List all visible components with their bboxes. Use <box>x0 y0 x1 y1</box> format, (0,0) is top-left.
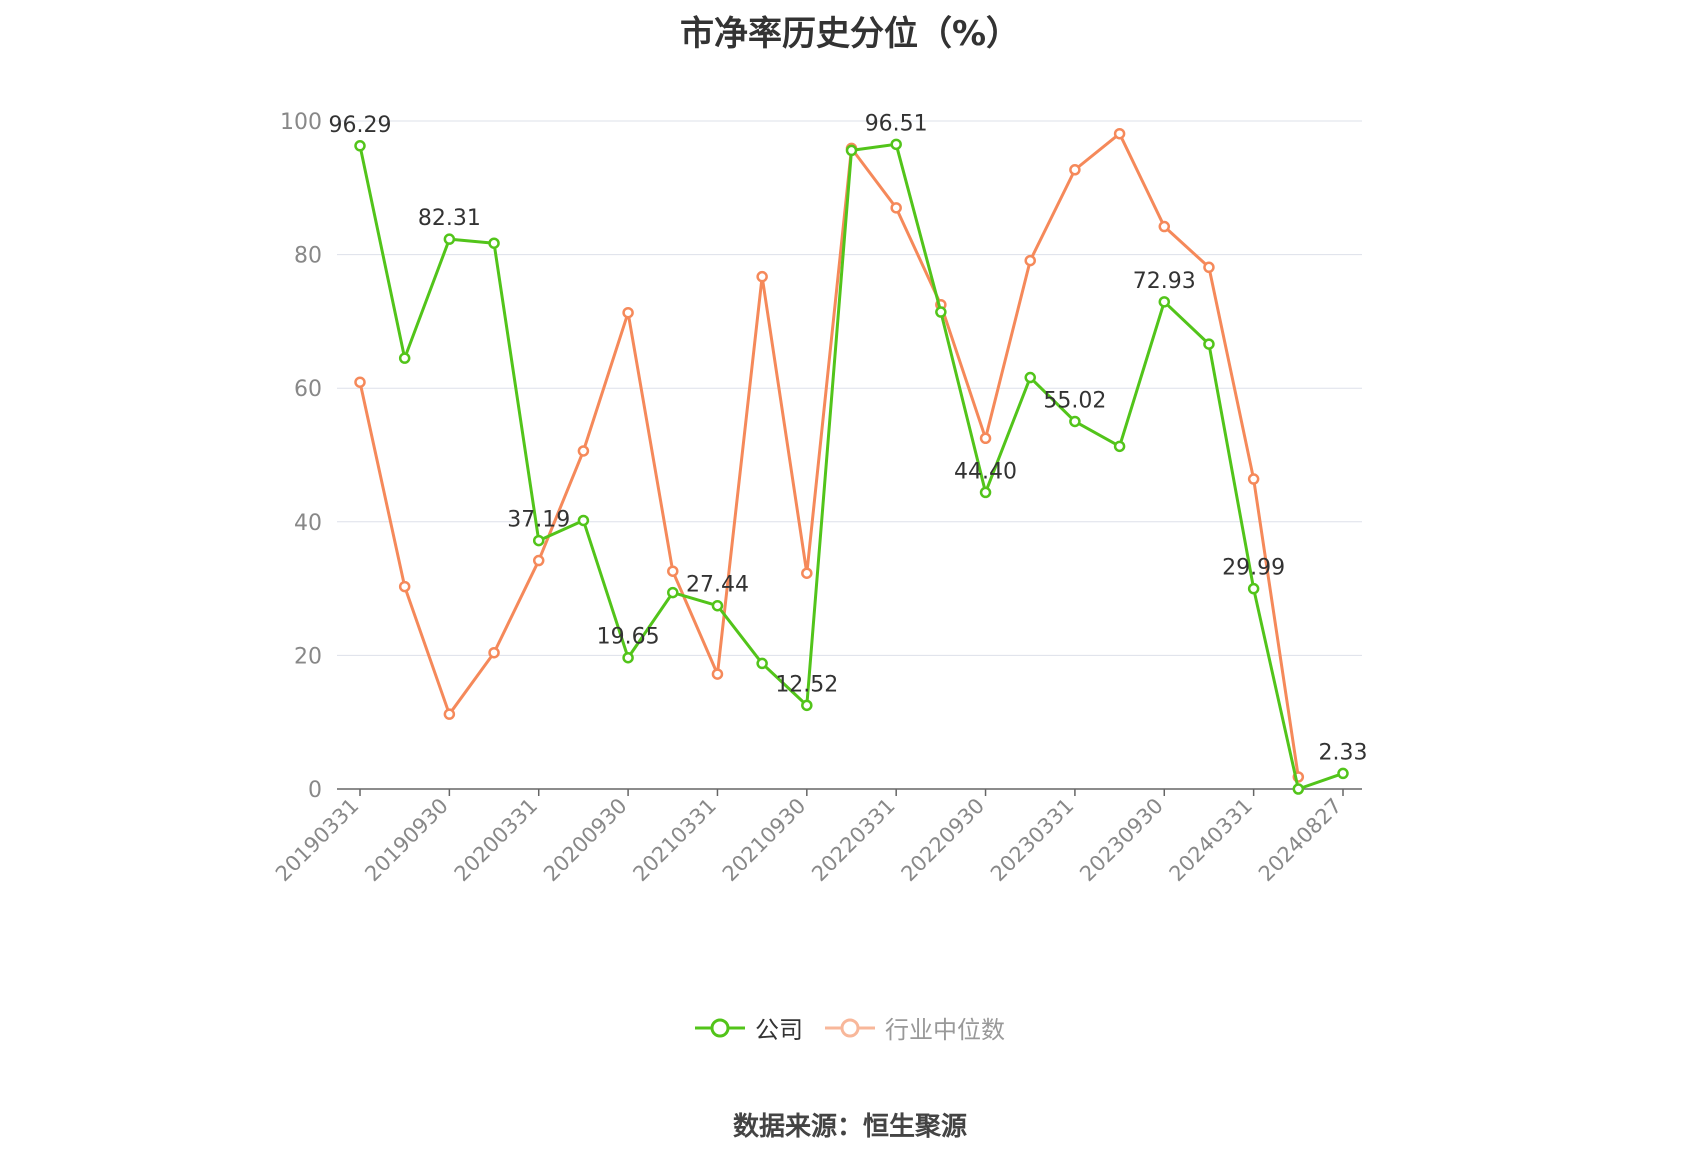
x-tick-label: 20240331 <box>1165 794 1258 887</box>
x-tick-label: 20200331 <box>450 794 543 887</box>
data-point-company <box>622 651 634 664</box>
x-tick-label: 20210930 <box>718 794 811 887</box>
data-point-industry <box>398 580 411 593</box>
y-tick-label: 40 <box>294 511 322 536</box>
data-point-company <box>1024 371 1036 384</box>
data-label: 27.44 <box>686 573 749 598</box>
data-point-company <box>443 233 456 245</box>
x-tick-label: 20220331 <box>807 794 900 887</box>
data-point-industry <box>756 270 768 283</box>
data-label-layer: 96.29 82.31 37.19 19.65 27.44 12.52 96.51 44.40… <box>329 111 1368 765</box>
data-label: 29.99 <box>1222 556 1285 581</box>
data-point-company <box>577 514 590 527</box>
data-point-company <box>890 138 902 151</box>
data-point-industry <box>1024 254 1036 267</box>
data-point-company <box>1069 415 1081 428</box>
data-point-industry <box>890 202 902 214</box>
legend: 公司 行业中位数 <box>0 1010 1700 1045</box>
data-point-company <box>1158 296 1171 308</box>
data-point-company <box>845 144 858 157</box>
series-line-company <box>358 142 1344 791</box>
x-tick-label: 20210331 <box>628 794 721 887</box>
data-label: 72.93 <box>1133 269 1196 294</box>
data-label: 2.33 <box>1319 740 1368 765</box>
y-tick-label: 80 <box>294 244 322 269</box>
data-point-company <box>488 237 500 249</box>
data-point-company <box>935 306 947 318</box>
data-point-company <box>756 657 768 670</box>
data-point-industry <box>622 306 634 319</box>
legend-company-marker-icon <box>695 1018 745 1037</box>
data-point-company <box>711 599 724 612</box>
legend-item-company[interactable]: 公司 <box>695 1010 803 1045</box>
data-point-industry <box>1158 220 1171 233</box>
data-label: 19.65 <box>597 625 660 650</box>
x-tick-label: 20200930 <box>539 794 632 887</box>
data-point-industry <box>1069 164 1081 176</box>
x-tick-label: 20190930 <box>360 794 453 887</box>
data-point-industry <box>1113 127 1126 140</box>
series-layer <box>354 127 1349 795</box>
data-point-company <box>532 534 545 547</box>
data-point-industry <box>667 565 679 577</box>
data-point-industry <box>979 432 992 445</box>
x-tick-label: 20230930 <box>1075 794 1168 887</box>
x-tick-label: 20230331 <box>986 794 1079 887</box>
data-label: 12.52 <box>775 672 838 697</box>
y-tick-label: 60 <box>294 377 322 402</box>
legend-industry-label: 行业中位数 <box>885 1016 1005 1044</box>
x-tick-label: 20190331 <box>271 794 364 887</box>
y-tick-label: 0 <box>308 778 322 803</box>
y-tick-label: 100 <box>280 110 322 135</box>
legend-item-industry[interactable]: 行业中位数 <box>825 1010 1005 1045</box>
data-point-industry <box>488 646 500 659</box>
data-point-company <box>979 486 992 499</box>
data-point-industry <box>443 708 456 720</box>
data-label: 55.02 <box>1043 388 1106 413</box>
chart-title: 市净率历史分位（%） <box>679 14 1021 54</box>
data-label: 96.29 <box>329 113 392 138</box>
data-point-company <box>801 699 813 712</box>
data-point-industry <box>1247 473 1260 485</box>
data-label: 96.51 <box>865 111 928 136</box>
legend-company-label: 公司 <box>755 1016 803 1044</box>
legend-industry-marker-icon <box>825 1018 875 1037</box>
series-line-industry <box>358 132 1300 778</box>
data-label: 37.19 <box>507 508 570 533</box>
data-point-company <box>667 586 679 599</box>
data-point-company <box>1203 338 1215 350</box>
data-point-industry <box>532 554 545 567</box>
x-tick-label: 20240827 <box>1254 794 1347 887</box>
data-point-industry <box>1203 261 1215 274</box>
data-source: 数据来源：恒生聚源 <box>732 1112 967 1142</box>
data-point-industry <box>711 668 724 680</box>
data-point-company <box>1292 783 1305 795</box>
data-point-company <box>1247 582 1260 595</box>
grid-layer <box>337 120 1362 656</box>
data-label: 44.40 <box>954 459 1017 484</box>
data-label: 82.31 <box>418 206 481 231</box>
data-point-company <box>354 140 366 152</box>
y-tick-label: 20 <box>294 644 322 669</box>
data-point-industry <box>577 445 590 457</box>
data-point-industry <box>801 567 813 579</box>
data-point-company <box>1113 440 1126 453</box>
x-tick-label: 20220930 <box>897 794 990 887</box>
data-point-company <box>1337 767 1349 780</box>
data-point-industry <box>354 376 366 388</box>
data-point-company <box>398 352 411 364</box>
